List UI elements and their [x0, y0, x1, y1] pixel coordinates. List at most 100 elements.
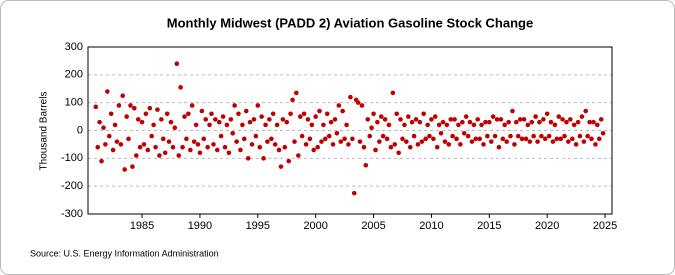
x-tick-label: 2020: [535, 220, 559, 232]
point: [141, 142, 147, 147]
point: [180, 144, 185, 150]
point: [573, 142, 579, 147]
point: [317, 108, 322, 114]
x-tick-label: 1990: [188, 220, 212, 232]
point: [197, 150, 203, 156]
point: [355, 100, 361, 105]
point: [386, 122, 392, 128]
point: [122, 167, 127, 172]
point: [357, 139, 363, 144]
point: [382, 117, 388, 122]
point: [380, 133, 386, 139]
point: [93, 104, 99, 110]
point: [400, 136, 405, 142]
point: [579, 114, 585, 119]
point: [207, 122, 212, 128]
point: [116, 103, 122, 108]
point: [255, 103, 261, 108]
point: [321, 122, 326, 128]
point: [120, 93, 126, 99]
point: [531, 133, 536, 139]
point: [309, 122, 315, 128]
point: [539, 133, 544, 139]
point: [541, 117, 546, 122]
point: [147, 105, 153, 111]
point: [473, 136, 479, 142]
point: [463, 114, 469, 119]
point: [201, 136, 207, 142]
point: [475, 117, 481, 122]
point: [398, 117, 403, 122]
point: [407, 144, 413, 150]
point: [149, 133, 154, 139]
point: [593, 142, 598, 147]
point: [508, 133, 513, 139]
point: [527, 139, 533, 144]
y-tick-label: -100: [61, 152, 83, 164]
point: [405, 114, 411, 119]
point: [431, 136, 436, 142]
y-tick-label: 200: [65, 69, 83, 81]
point: [596, 136, 602, 142]
point: [172, 125, 178, 131]
point: [193, 122, 199, 128]
point: [278, 164, 284, 169]
point: [427, 133, 432, 139]
point: [444, 122, 450, 128]
point: [139, 119, 145, 125]
point: [409, 119, 415, 125]
point: [322, 136, 328, 142]
point: [267, 117, 272, 122]
point: [305, 117, 311, 122]
point: [510, 108, 515, 114]
point: [153, 144, 158, 150]
point: [454, 136, 459, 142]
point: [600, 130, 606, 136]
x-tick-label: 1985: [130, 220, 154, 232]
point: [203, 117, 209, 122]
point: [568, 117, 573, 122]
point: [594, 122, 600, 128]
point: [209, 111, 214, 117]
point: [392, 142, 398, 147]
point: [143, 111, 149, 117]
point: [299, 133, 305, 139]
point: [253, 133, 259, 139]
x-tick-label: 2015: [477, 220, 501, 232]
point: [236, 111, 241, 117]
point: [423, 136, 428, 142]
point: [350, 136, 355, 142]
point: [188, 147, 193, 153]
point: [315, 144, 320, 150]
point: [174, 61, 180, 66]
point: [506, 119, 511, 125]
point: [319, 139, 324, 144]
point: [157, 153, 162, 158]
point: [126, 136, 131, 142]
x-tick-label: 2010: [419, 220, 443, 232]
source: Source: U.S. Energy Information Administ…: [30, 248, 219, 258]
point: [490, 114, 496, 119]
point: [330, 142, 336, 147]
point: [402, 122, 407, 128]
point: [432, 114, 438, 119]
point: [222, 144, 228, 150]
point: [388, 144, 394, 150]
point: [502, 122, 507, 128]
point: [488, 139, 494, 144]
point: [189, 103, 195, 108]
point: [106, 133, 112, 139]
x-tick-label: 2025: [593, 220, 617, 232]
point: [577, 133, 583, 139]
point: [569, 136, 575, 142]
point: [375, 119, 380, 125]
point: [226, 150, 232, 156]
point: [243, 108, 249, 114]
point: [496, 144, 502, 150]
point: [205, 144, 210, 150]
point: [552, 122, 558, 128]
point: [160, 136, 166, 142]
point: [504, 139, 509, 144]
point: [487, 119, 492, 125]
